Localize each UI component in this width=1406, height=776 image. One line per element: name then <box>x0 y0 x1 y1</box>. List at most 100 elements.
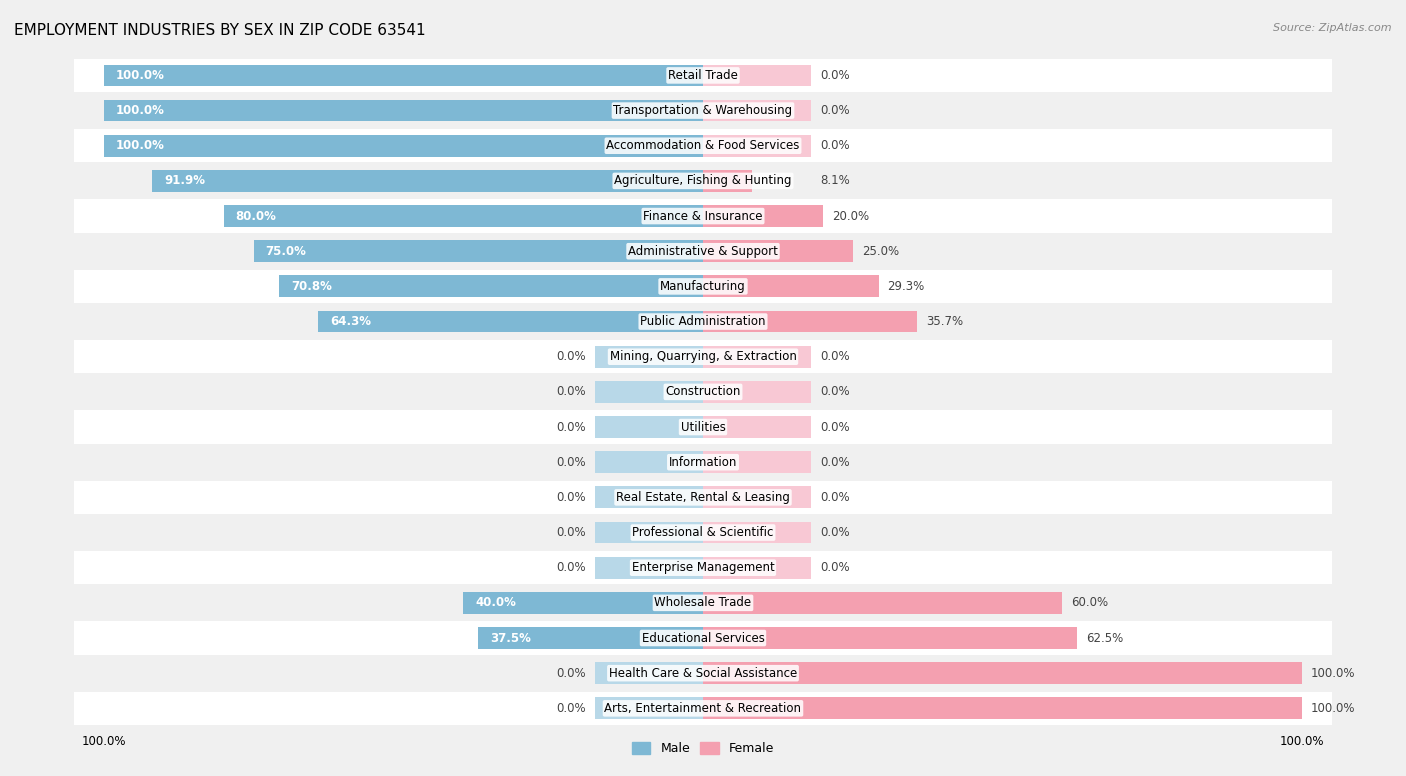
Text: 0.0%: 0.0% <box>557 456 586 469</box>
Text: Agriculture, Fishing & Hunting: Agriculture, Fishing & Hunting <box>614 175 792 188</box>
Bar <box>703 64 811 86</box>
Bar <box>318 310 703 332</box>
Bar <box>75 340 1331 373</box>
Bar <box>75 165 1331 198</box>
Text: 0.0%: 0.0% <box>557 526 586 539</box>
Text: Accommodation & Food Services: Accommodation & Food Services <box>606 139 800 152</box>
Legend: Male, Female: Male, Female <box>627 737 779 760</box>
Bar <box>595 662 703 684</box>
Bar <box>75 375 1331 409</box>
Bar <box>595 521 703 543</box>
Bar <box>152 170 703 192</box>
Bar <box>595 452 703 473</box>
Text: 60.0%: 60.0% <box>1071 596 1108 609</box>
Bar <box>104 99 703 122</box>
Text: 0.0%: 0.0% <box>820 526 849 539</box>
Text: 100.0%: 100.0% <box>1310 667 1355 680</box>
Text: 70.8%: 70.8% <box>291 280 332 293</box>
Text: 100.0%: 100.0% <box>115 69 165 82</box>
Text: 0.0%: 0.0% <box>820 139 849 152</box>
Bar <box>253 241 703 262</box>
Text: Finance & Insurance: Finance & Insurance <box>644 210 762 223</box>
Bar <box>595 346 703 368</box>
Text: 37.5%: 37.5% <box>491 632 531 645</box>
Bar <box>75 129 1331 162</box>
Bar <box>703 205 823 227</box>
Text: 0.0%: 0.0% <box>557 667 586 680</box>
Text: Transportation & Warehousing: Transportation & Warehousing <box>613 104 793 117</box>
Text: 0.0%: 0.0% <box>820 104 849 117</box>
Bar <box>703 241 853 262</box>
Bar <box>75 411 1331 444</box>
Bar <box>703 627 1077 649</box>
Bar <box>595 487 703 508</box>
Bar <box>75 59 1331 92</box>
Bar <box>703 135 811 157</box>
Bar <box>703 521 811 543</box>
Bar <box>278 275 703 297</box>
Text: 25.0%: 25.0% <box>862 244 898 258</box>
Text: Source: ZipAtlas.com: Source: ZipAtlas.com <box>1274 23 1392 33</box>
Bar <box>703 452 811 473</box>
Bar <box>703 416 811 438</box>
Text: 0.0%: 0.0% <box>557 421 586 434</box>
Text: 91.9%: 91.9% <box>165 175 205 188</box>
Bar <box>595 557 703 579</box>
Bar <box>224 205 703 227</box>
Text: Educational Services: Educational Services <box>641 632 765 645</box>
Text: 29.3%: 29.3% <box>887 280 925 293</box>
Text: 100.0%: 100.0% <box>115 104 165 117</box>
Text: 0.0%: 0.0% <box>557 702 586 715</box>
Text: 75.0%: 75.0% <box>266 244 307 258</box>
Bar <box>703 698 1302 719</box>
Text: 0.0%: 0.0% <box>820 350 849 363</box>
Bar <box>75 234 1331 268</box>
Text: Information: Information <box>669 456 737 469</box>
Bar <box>75 622 1331 655</box>
Bar <box>75 691 1331 725</box>
Text: 8.1%: 8.1% <box>820 175 849 188</box>
Bar <box>703 170 752 192</box>
Bar <box>75 445 1331 479</box>
Bar <box>75 94 1331 127</box>
Bar <box>75 586 1331 619</box>
Bar <box>595 698 703 719</box>
Text: 40.0%: 40.0% <box>475 596 516 609</box>
Bar <box>75 516 1331 549</box>
Bar <box>75 480 1331 514</box>
Bar <box>595 416 703 438</box>
Text: 0.0%: 0.0% <box>820 386 849 398</box>
Bar <box>478 627 703 649</box>
Text: Administrative & Support: Administrative & Support <box>628 244 778 258</box>
Text: 0.0%: 0.0% <box>557 386 586 398</box>
Bar <box>703 99 811 122</box>
Text: 20.0%: 20.0% <box>832 210 869 223</box>
Text: 100.0%: 100.0% <box>115 139 165 152</box>
Text: 0.0%: 0.0% <box>820 561 849 574</box>
Text: Mining, Quarrying, & Extraction: Mining, Quarrying, & Extraction <box>610 350 796 363</box>
Text: Manufacturing: Manufacturing <box>661 280 745 293</box>
Bar <box>75 656 1331 690</box>
Text: 80.0%: 80.0% <box>236 210 277 223</box>
Bar <box>703 487 811 508</box>
Bar <box>703 592 1063 614</box>
Text: Utilities: Utilities <box>681 421 725 434</box>
Bar <box>75 270 1331 303</box>
Bar <box>75 551 1331 584</box>
Text: Retail Trade: Retail Trade <box>668 69 738 82</box>
Bar <box>703 275 879 297</box>
Text: 0.0%: 0.0% <box>820 456 849 469</box>
Text: 0.0%: 0.0% <box>820 69 849 82</box>
Bar <box>703 557 811 579</box>
Text: Health Care & Social Assistance: Health Care & Social Assistance <box>609 667 797 680</box>
Bar <box>104 135 703 157</box>
Bar <box>703 381 811 403</box>
Text: EMPLOYMENT INDUSTRIES BY SEX IN ZIP CODE 63541: EMPLOYMENT INDUSTRIES BY SEX IN ZIP CODE… <box>14 23 426 38</box>
Text: 0.0%: 0.0% <box>557 561 586 574</box>
Text: 62.5%: 62.5% <box>1087 632 1123 645</box>
Text: Public Administration: Public Administration <box>640 315 766 328</box>
Text: 0.0%: 0.0% <box>820 491 849 504</box>
Bar <box>703 346 811 368</box>
Text: 0.0%: 0.0% <box>820 421 849 434</box>
Text: Wholesale Trade: Wholesale Trade <box>654 596 752 609</box>
